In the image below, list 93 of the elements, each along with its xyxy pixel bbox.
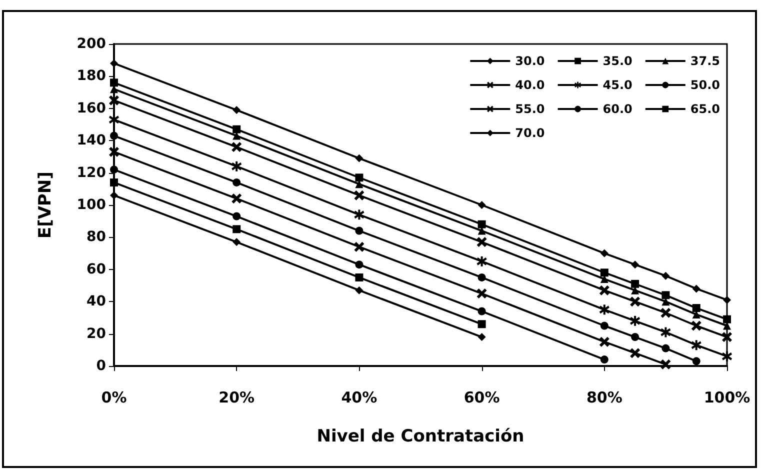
point: [692, 357, 700, 366]
point: [354, 210, 364, 220]
point: [232, 106, 241, 114]
point: [478, 220, 486, 228]
point: [355, 273, 364, 282]
point: [478, 201, 486, 209]
y-tick-label: 20: [86, 326, 106, 342]
legend-label: 65.0: [690, 102, 720, 116]
legend-label: 60.0: [602, 102, 632, 116]
y-tick-label: 160: [76, 100, 106, 116]
y-tick-label: 40: [86, 294, 106, 310]
point: [599, 285, 610, 296]
point: [355, 286, 364, 294]
x-tick-label: 0%: [101, 388, 127, 406]
point: [109, 95, 119, 106]
point: [109, 114, 119, 125]
point: [722, 332, 732, 342]
point: [600, 268, 608, 277]
point: [631, 280, 640, 288]
point: [630, 348, 640, 358]
x-tick-label: 100%: [704, 388, 750, 406]
x-tick-label: 40%: [341, 388, 378, 406]
point: [110, 78, 118, 87]
point: [232, 212, 241, 220]
point: [232, 178, 241, 186]
point: [110, 59, 118, 68]
y-tick-label: 60: [86, 261, 106, 278]
point: [110, 132, 118, 140]
point: [600, 356, 608, 364]
point: [478, 333, 486, 342]
point: [478, 320, 486, 328]
x-tick-label: 80%: [586, 388, 622, 406]
point: [660, 308, 671, 318]
x-axis-title: Nivel de Contratación: [316, 426, 524, 446]
point: [354, 190, 364, 200]
point: [660, 327, 671, 338]
point: [476, 288, 487, 299]
point: [355, 154, 364, 162]
legend-label: 30.0: [515, 54, 545, 68]
y-tick-label: 100: [76, 197, 106, 213]
point: [599, 304, 610, 315]
point: [355, 174, 364, 182]
point: [110, 191, 118, 200]
point: [722, 351, 732, 362]
point: [355, 260, 364, 269]
x-tick-label: 60%: [464, 388, 500, 406]
point: [110, 178, 118, 186]
point: [691, 320, 702, 331]
point: [232, 238, 241, 246]
point: [232, 161, 242, 172]
y-tick-label: 200: [76, 36, 106, 52]
point: [232, 194, 242, 204]
point: [631, 333, 640, 342]
y-tick-label: 0: [96, 358, 106, 374]
point: [476, 256, 487, 266]
legend-label: 37.5: [690, 54, 720, 68]
legend-label: 35.0: [602, 54, 632, 68]
point: [662, 272, 670, 280]
y-tick-label: 140: [76, 132, 106, 149]
point: [476, 237, 487, 248]
point: [691, 340, 702, 350]
legend-label: 40.0: [515, 78, 545, 92]
point: [630, 296, 640, 307]
y-tick-label: 180: [76, 68, 106, 84]
point: [692, 304, 700, 312]
point: [662, 291, 670, 300]
y-tick-label: 80: [86, 229, 106, 246]
point: [662, 344, 670, 352]
legend-label: 45.0: [602, 78, 632, 92]
point: [599, 336, 610, 347]
point: [232, 125, 241, 134]
point: [630, 316, 640, 326]
point: [723, 315, 731, 324]
y-tick-label: 120: [76, 164, 106, 181]
legend-label: 55.0: [515, 102, 545, 116]
point: [478, 273, 486, 282]
point: [723, 296, 731, 304]
point: [232, 142, 242, 152]
point: [354, 242, 364, 252]
point: [692, 284, 700, 293]
legend-label: 50.0: [690, 78, 720, 92]
y-axis-title: E[VPN]: [36, 172, 56, 238]
point: [109, 146, 119, 157]
x-tick-label: 20%: [218, 388, 255, 406]
point: [110, 166, 118, 174]
point: [355, 226, 364, 235]
point: [232, 225, 241, 234]
point: [600, 322, 608, 330]
point: [660, 359, 671, 370]
point: [600, 249, 608, 258]
legend-label: 70.0: [515, 126, 545, 140]
point: [478, 307, 486, 316]
point: [631, 260, 640, 269]
